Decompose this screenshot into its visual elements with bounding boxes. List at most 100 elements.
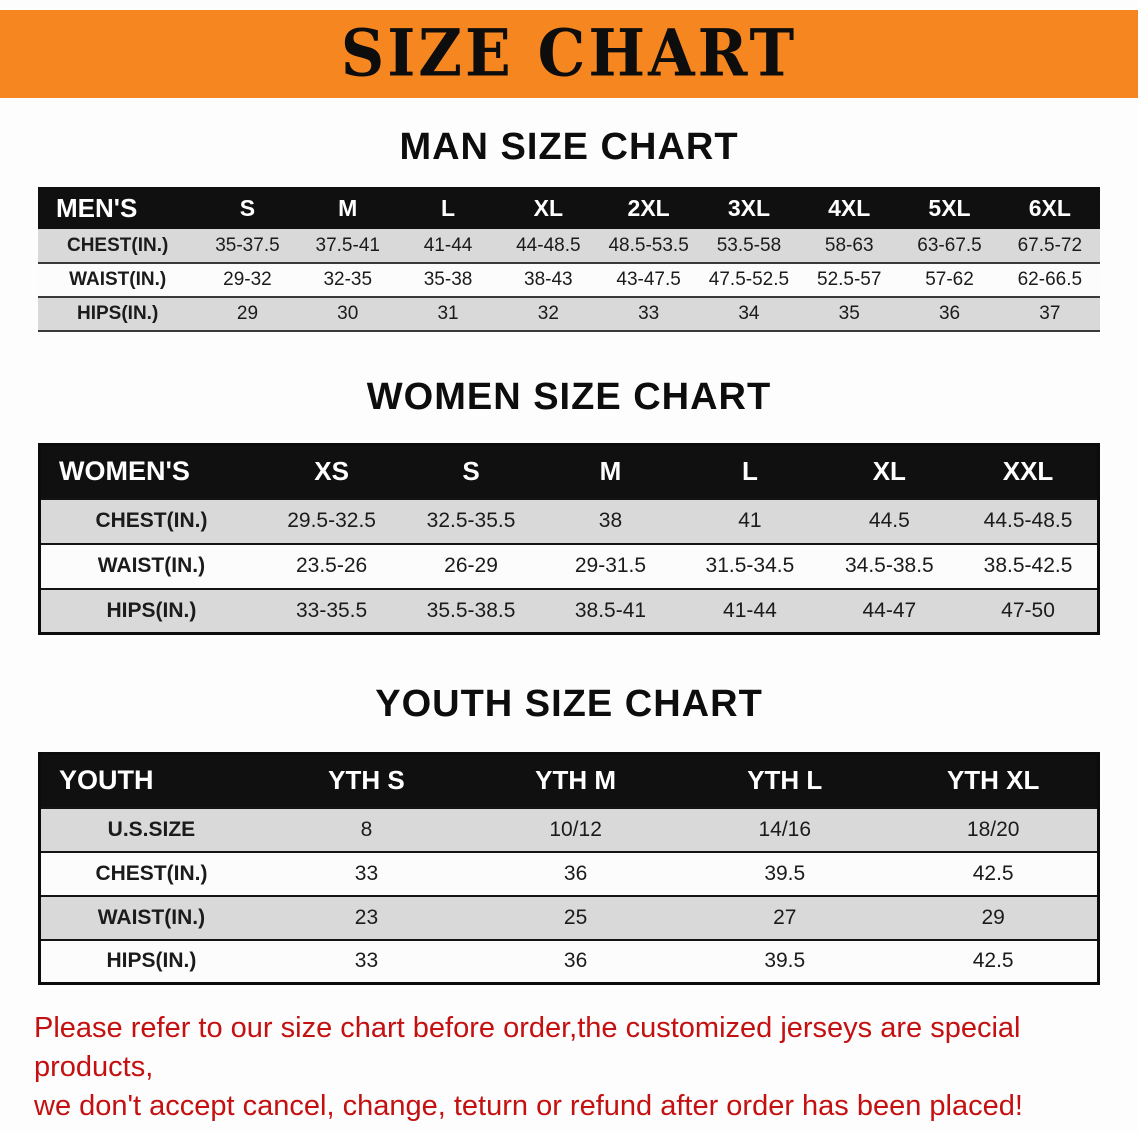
size-cell: 27 [773,905,797,929]
size-col-header: YTH XL [946,765,1040,796]
row-label: WAIST(IN.) [97,905,206,929]
row-label: HIPS(IN.) [106,598,197,622]
youth-chest-row: CHEST(IN.) 33 36 39.5 42.5 [39,851,1099,896]
size-cell: 41 [738,509,762,532]
youth-hips-row: HIPS(IN.) 33 36 39.5 42.5 [39,939,1099,984]
size-cell: 34 [738,303,760,324]
size-cell: 33 [354,949,379,973]
size-col-header: M [599,456,622,487]
youth-section: YOUTH SIZE CHART YOUTH YTH S YTH M YTH L… [0,683,1138,985]
size-cell: 29.5-32.5 [287,509,376,532]
size-cell: 41-44 [723,598,777,622]
size-cell: 44-48.5 [516,234,581,256]
youth-section-heading: YOUTH SIZE CHART [375,683,763,725]
row-label: WAIST(IN.) [97,554,206,577]
size-cell: 57-62 [925,269,974,290]
size-col-header: M [338,194,358,221]
size-cell: 25 [563,905,588,929]
men-hips-row: HIPS(IN.) 29 30 31 32 33 34 35 36 37 [38,297,1100,331]
size-cell: 35-37.5 [215,234,280,256]
size-cell: 29 [981,905,1005,929]
size-cell: 38.5-42.5 [983,554,1073,577]
row-label: CHEST(IN.) [95,861,208,885]
size-cell: 42.5 [972,949,1014,973]
size-cell: 44.5-48.5 [983,509,1073,532]
size-cell: 33 [354,861,379,885]
size-cell: 47.5-52.5 [708,269,790,290]
size-cell: 39.5 [764,861,806,885]
size-cell: 32 [537,303,559,324]
size-cell: 44.5 [868,509,910,532]
youth-table-title: YOUTH [59,765,154,796]
size-col-header: 2XL [627,194,670,221]
banner: SIZE CHART [0,10,1138,98]
size-col-header: 4XL [828,194,871,221]
women-chest-row: CHEST(IN.) 29.5-32.5 32.5-35.5 38 41 44.… [39,498,1099,544]
size-cell: 38-43 [524,269,573,290]
size-cell: 38 [598,509,623,532]
size-col-header: XL [872,456,906,487]
men-size-table: MEN'S S M L XL 2XL 3XL 4XL 5XL 6XL CHEST… [38,187,1100,332]
size-cell: 37.5-41 [315,234,380,256]
row-label: CHEST(IN.) [66,234,169,256]
men-section: MAN SIZE CHART MEN'S S M L XL 2XL 3XL 4X… [0,126,1138,332]
size-cell: 30 [337,303,359,324]
size-cell: 23 [354,905,379,929]
size-cell: 44-47 [862,598,917,622]
size-col-header: YTH S [328,765,405,796]
size-col-header: L [441,194,456,221]
size-cell: 23.5-26 [295,554,368,577]
women-table-title: WOMEN'S [59,456,190,487]
women-section-heading: WOMEN SIZE CHART [366,376,772,418]
row-label: HIPS(IN.) [106,949,197,973]
size-cell: 33 [638,303,660,324]
size-cell: 38.5-41 [574,598,647,622]
size-cell: 10/12 [549,817,602,841]
size-col-header: 3XL [727,194,771,221]
size-col-header: L [741,456,758,487]
size-cell: 37 [1039,303,1061,324]
size-col-header: XS [314,456,349,487]
disclaimer-line-1: Please refer to our size chart before or… [34,1012,1021,1084]
size-cell: 58-63 [824,234,874,256]
row-label: CHEST(IN.) [95,509,208,532]
size-cell: 14/16 [758,817,812,841]
size-cell: 32.5-35.5 [426,509,516,532]
youth-header-row: YOUTH YTH S YTH M YTH L YTH XL [39,753,1099,808]
size-cell: 39.5 [764,949,806,973]
women-hips-row: HIPS(IN.) 33-35.5 35.5-38.5 38.5-41 41-4… [39,588,1099,634]
size-col-header: YTH L [747,765,823,796]
youth-waist-row: WAIST(IN.) 23 25 27 29 [39,895,1099,940]
size-col-header: S [239,194,256,221]
size-cell: 35 [838,303,860,324]
men-header-row: MEN'S S M L XL 2XL 3XL 4XL 5XL 6XL [38,187,1100,229]
size-cell: 26-29 [444,554,498,577]
size-col-header: YTH M [535,765,617,796]
size-col-header: 5XL [928,194,971,221]
size-cell: 63-67.5 [917,234,982,256]
disclaimer-line-2: we don't accept cancel, change, teturn o… [34,1090,1023,1123]
size-cell: 31.5-34.5 [705,554,795,577]
disclaimer-text: Please refer to our size chart before or… [0,1009,1138,1126]
size-col-header: XXL [1002,456,1054,487]
women-waist-row: WAIST(IN.) 23.5-26 26-29 29-31.5 31.5-34… [39,543,1099,589]
men-waist-row: WAIST(IN.) 29-32 32-35 35-38 38-43 43-47… [38,263,1100,297]
size-cell: 35.5-38.5 [426,598,516,622]
women-size-table: WOMEN'S XS S M L XL XXL CHEST(IN.) 29.5-… [38,443,1100,635]
row-label: WAIST(IN.) [69,269,167,290]
women-header-row: WOMEN'S XS S M L XL XXL [39,444,1099,499]
size-cell: 43-47.5 [616,269,681,290]
size-cell: 47-50 [1001,598,1055,622]
size-col-header: S [462,456,480,487]
size-cell: 18/20 [966,817,1020,841]
size-col-header: XL [533,194,564,221]
size-cell: 36 [938,303,961,324]
size-cell: 33-35.5 [295,598,368,622]
size-cell: 36 [563,949,588,973]
size-cell: 52.5-57 [817,269,882,290]
size-cell: 53.5-58 [716,234,782,256]
size-cell: 35-38 [423,269,473,290]
size-cell: 32-35 [323,269,373,290]
size-cell: 67.5-72 [1017,234,1083,256]
